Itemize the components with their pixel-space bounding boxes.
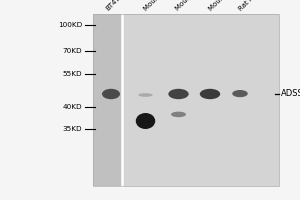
Text: 35KD: 35KD [63,126,83,132]
Ellipse shape [136,113,155,129]
Text: 55KD: 55KD [63,71,83,77]
Ellipse shape [102,89,120,99]
Text: 100KD: 100KD [58,22,82,28]
Bar [93,14,122,186]
Ellipse shape [200,89,220,99]
Text: Mouse brain: Mouse brain [174,0,209,12]
Text: ADSS: ADSS [280,90,300,98]
Text: 70KD: 70KD [63,48,83,54]
Ellipse shape [171,112,186,117]
Bar [122,14,279,186]
Ellipse shape [138,93,153,97]
Ellipse shape [232,90,248,97]
Text: Rat kidney: Rat kidney [237,0,268,12]
Bar [93,14,279,186]
Text: Mouse lung: Mouse lung [143,0,175,12]
Text: Mouse kidney: Mouse kidney [207,0,246,12]
Text: BT474: BT474 [105,0,125,12]
Text: 40KD: 40KD [63,104,83,110]
Ellipse shape [168,89,189,99]
